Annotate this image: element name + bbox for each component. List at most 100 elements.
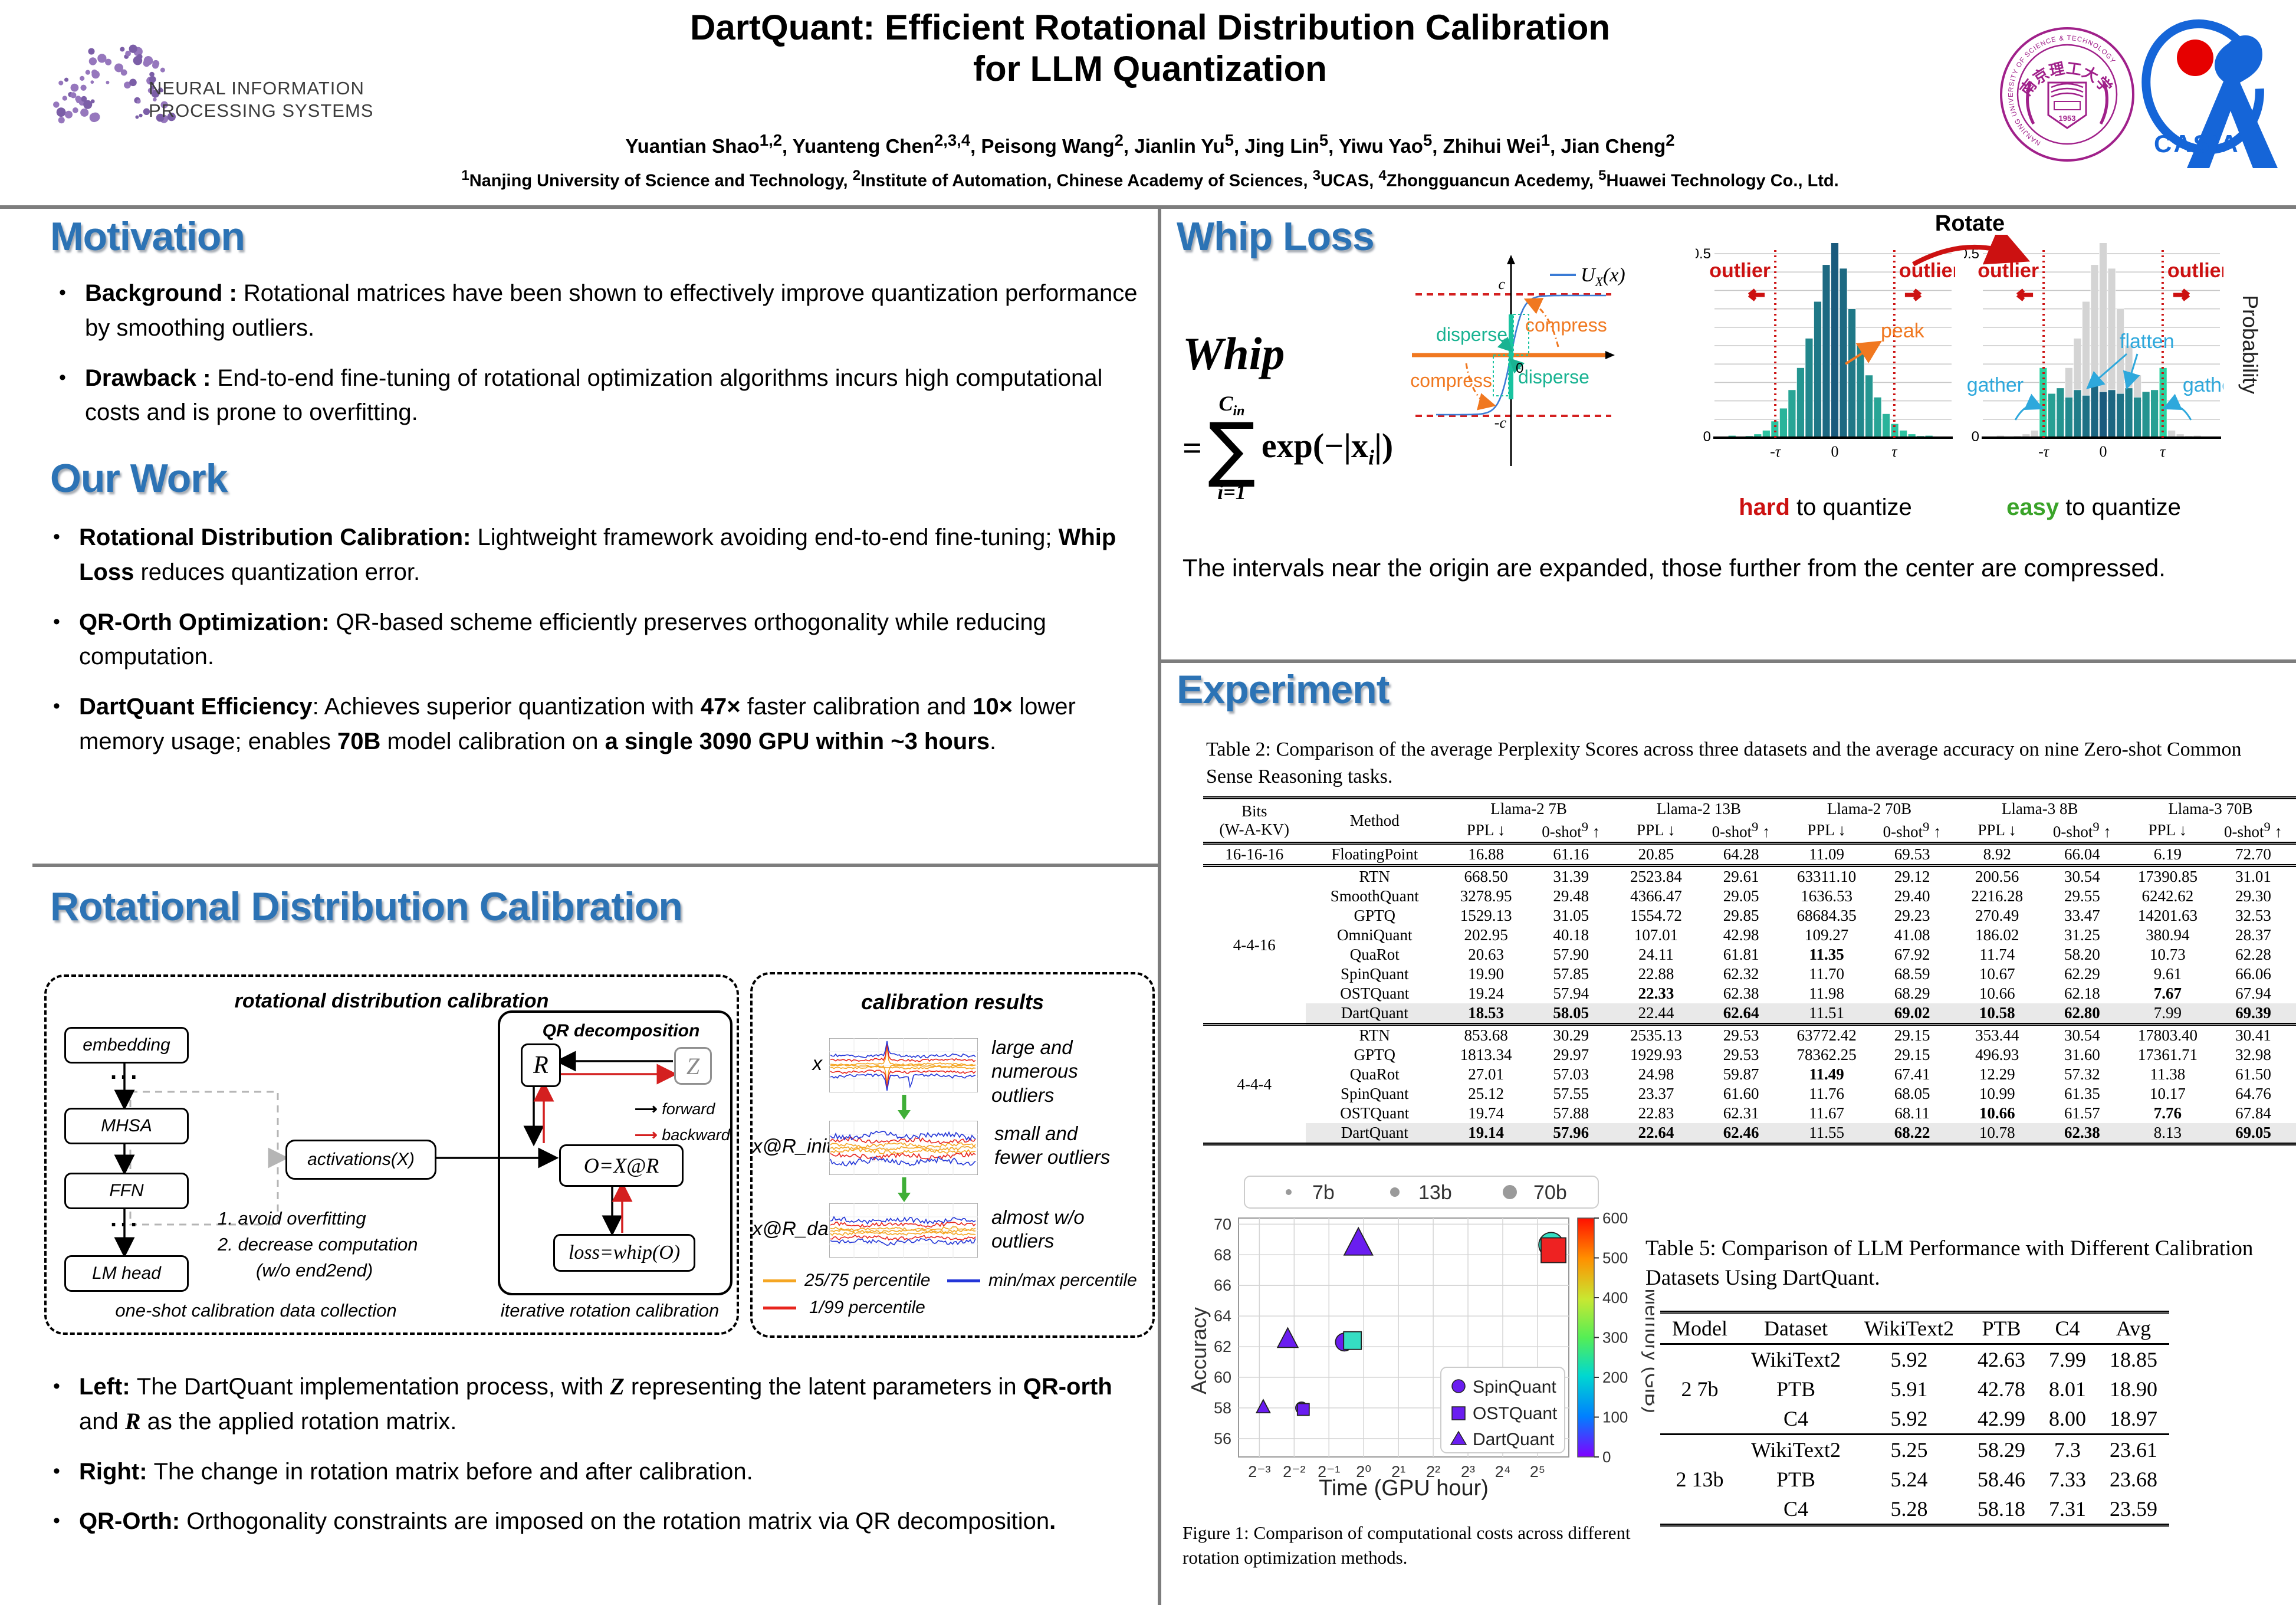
table2-row: GPTQ 1529.13 31.05 1554.72 29.85 68684.35 29.2… (1354, 907, 2271, 924)
table2-row: GPTQ 1813.34 29.97 1929.93 29.53 78362.25 29.1… (1354, 1046, 2271, 1064)
svg-text:Time (GPU hour): Time (GPU hour) (1319, 1476, 1489, 1501)
table5-row: C4 5.92 42.99 8.00 18.97 (1660, 1404, 2169, 1435)
easy-rest: to quantize (2059, 494, 2181, 520)
table2-row: SpinQuant 25.12 57.55 23.37 61.60 11.76 68.05 1… (1340, 1085, 2271, 1102)
neurips-logo-text-2: PROCESSING SYSTEMS (149, 100, 374, 121)
header-divider (0, 205, 2296, 209)
node-z: Z (674, 1047, 712, 1085)
node-r-label: R (533, 1052, 548, 1079)
svg-text:64: 64 (1214, 1307, 1231, 1325)
authors-line: Yuantian Shao1,2, Yuanteng Chen2,3,4, Pe… (625, 131, 1675, 157)
table2-row: OmniQuant 202.95 40.18 107.01 42.98 109.27 41.… (1336, 926, 2271, 944)
svg-text:flatten: flatten (2120, 330, 2175, 353)
qr-arrows (523, 1051, 678, 1236)
svg-text:2⁻³: 2⁻³ (1248, 1463, 1270, 1481)
hist-hard-caption: hard to quantize (1696, 494, 1955, 521)
svg-text:Memory (GiB): Memory (GiB) (1641, 1288, 1654, 1413)
dots-1: ... (110, 1058, 141, 1084)
whip-loss-heading: Whip Loss (1177, 214, 1375, 259)
flow-note-3: (w/o end2end) (256, 1260, 373, 1281)
svg-text:SpinQuant: SpinQuant (1473, 1377, 1556, 1397)
our-work-bullets: • Rotational Distribution Calibration: Li… (53, 520, 1147, 774)
left-section-divider (32, 864, 1158, 867)
our-work-heading: Our Work (50, 456, 228, 501)
whip-formula: Whip = Cin ∑ i=1 exp(−|xi|) (1183, 327, 1525, 504)
svg-text:0: 0 (1831, 443, 1839, 460)
table2-row: SpinQuant 19.90 57.85 22.88 62.32 11.70 68.59 1… (1340, 965, 2271, 983)
svg-text:2⁵: 2⁵ (1530, 1463, 1545, 1481)
svg-text:1953: 1953 (2059, 114, 2076, 123)
svg-text:0.5: 0.5 (1696, 246, 1711, 262)
legend-199-label: 1/99 percentile (809, 1298, 925, 1317)
legend-199: 1/99 percentile (763, 1298, 925, 1318)
svg-text:compress: compress (1410, 370, 1492, 391)
probability-axis-label: Probability (2238, 295, 2262, 395)
table2: Bits (W-A-KV) Method Llama-2 7B Llama-2 13B L… (1203, 796, 2296, 1146)
flow-caption-right: iterative rotation calibration (500, 1300, 720, 1321)
svg-text:peak: peak (1881, 320, 1925, 342)
legend-2575-swatch (763, 1279, 796, 1282)
wave-label-dart: x@R_dart (753, 1217, 841, 1239)
svg-text:outlier: outlier (1709, 260, 1771, 282)
table2-row: OSTQuant 19.24 57.94 22.33 62.38 11.98 68.29 10… (1340, 984, 2271, 1002)
hist-easy-figure: 0.50-τ0τoutlieroutlierflattengathergathe… (1964, 243, 2223, 460)
legend-minmax-label: min/max percentile (988, 1271, 1137, 1290)
svg-text:2⁻²: 2⁻² (1283, 1463, 1305, 1481)
node-embedding-label: embedding (83, 1035, 170, 1055)
svg-text:70: 70 (1214, 1215, 1231, 1233)
wave-annotation-init: small and fewer outliers (994, 1122, 1111, 1169)
svg-text:13b: 13b (1418, 1181, 1452, 1204)
svg-text:2⁰: 2⁰ (1356, 1463, 1371, 1481)
table5-row: PTB 5.91 42.78 8.01 18.90 (1776, 1377, 2157, 1401)
flow-note-2: 2. decrease computation (218, 1234, 418, 1255)
svg-text:gather: gather (1967, 374, 2024, 396)
svg-text:DartQuant: DartQuant (1473, 1430, 1555, 1449)
sum-sigma: ∑ (1208, 408, 1256, 491)
svg-text:0: 0 (1703, 429, 1711, 445)
dots-2: ... (110, 1206, 141, 1232)
node-z-label: Z (686, 1052, 700, 1079)
svg-text:58: 58 (1214, 1399, 1231, 1417)
node-ffn: FFN (64, 1173, 189, 1209)
svg-text:70b: 70b (1533, 1181, 1567, 1204)
easy-word: easy (2006, 494, 2059, 520)
legend-forward: ⟶ forward (635, 1100, 715, 1118)
node-loss-label: loss=whip(O) (568, 1242, 681, 1263)
node-mhsa: MHSA (64, 1108, 189, 1144)
qr-title: QR decomposition (542, 1021, 700, 1041)
whip-note: The intervals near the origin are expand… (1183, 554, 2166, 582)
flow-arrows (114, 1060, 559, 1258)
wave-annotation-dart: almost w/o outliers (991, 1206, 1085, 1252)
svg-text:2¹: 2¹ (1391, 1463, 1405, 1481)
svg-text:7b: 7b (1312, 1181, 1335, 1204)
svg-text:disperse: disperse (1436, 324, 1507, 345)
bullet-item: • Left: The DartQuant implementation proc… (53, 1373, 1112, 1435)
whip-formula-body: exp(−|xi|) (1261, 426, 1394, 470)
table5-row: 2 13b WikiText2 5.25 58.29 7.3 23.61 (1676, 1438, 2158, 1491)
svg-text:500: 500 (1602, 1249, 1628, 1267)
svg-text:c: c (1498, 275, 1505, 293)
svg-text:-c: -c (1494, 414, 1507, 431)
legend-backward-label: backward (662, 1126, 730, 1144)
svg-text:-τ: -τ (1770, 443, 1782, 460)
table5: Model Dataset WikiText2 PTB C4 Avg 2 7b WikiTex… (1660, 1311, 2169, 1527)
legend-2575-label: 25/75 percentile (804, 1271, 931, 1290)
table5-row: PTB 5.24 58.46 7.33 23.68 (1776, 1468, 2157, 1491)
node-lmhead: LM head (64, 1255, 189, 1292)
flow-panel-title: rotational distribution calibration (234, 990, 549, 1012)
bullet-item: • Drawback : End-to-end fine-tuning of ro… (59, 365, 1103, 426)
svg-text:OSTQuant: OSTQuant (1473, 1404, 1558, 1423)
legend-forward-label: forward (662, 1100, 715, 1118)
calibration-results-panel: calibration results x x@R_init x@R_dart … (750, 972, 1155, 1338)
bullet-item: • QR-Orth Optimization: QR-based scheme e… (53, 609, 1046, 670)
bullet-item: • DartQuant Efficiency: Achieves superior… (53, 694, 1076, 754)
svg-text:outlier: outlier (2167, 260, 2223, 282)
wave-label-init: x@R_init (753, 1135, 832, 1157)
node-loss: loss=whip(O) (553, 1234, 695, 1272)
legend-minmax: min/max percentile (947, 1271, 1137, 1291)
table5-row: 2 7b WikiText2 5.92 42.63 7.99 18.85 (1660, 1344, 2169, 1435)
node-activations-label: activations(X) (307, 1150, 415, 1169)
table2-row: QuaRot 27.01 57.03 24.98 59.87 11.49 67.41 12.2… (1349, 1065, 2271, 1083)
motivation-heading: Motivation (50, 214, 245, 259)
hist-easy-caption: easy to quantize (1964, 494, 2223, 521)
